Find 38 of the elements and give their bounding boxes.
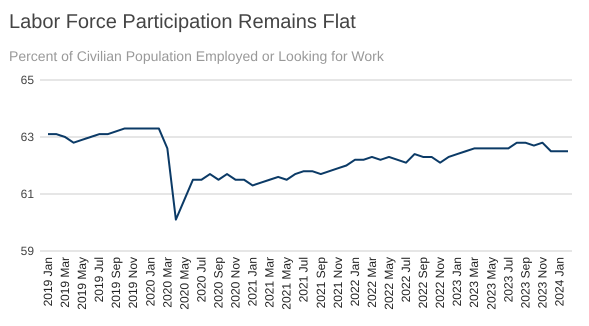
x-tick-label: 2019 Nov (126, 257, 140, 308)
x-tick-label: 2021 Jan (246, 257, 260, 306)
chart-title: Labor Force Participation Remains Flat (9, 11, 356, 33)
x-tick-label: 2020 Jul (194, 257, 208, 302)
x-tick-label: 2019 May (75, 257, 90, 310)
x-tick-label: 2020 Jan (143, 257, 158, 306)
x-tick-label: 2023 Sep (518, 256, 532, 308)
y-tick-label: 61 (20, 187, 34, 202)
x-tick-label: 2022 Jul (399, 257, 414, 302)
y-tick-label: 59 (20, 244, 34, 258)
x-tick-label: 2019 Jul (92, 257, 106, 302)
x-tick-label: 2020 Nov (228, 257, 243, 308)
x-tick-label: 2023 Jul (501, 257, 516, 302)
x-tick-label: 2021 May (280, 257, 294, 310)
x-tick-label: 2023 Mar (467, 257, 482, 308)
x-tick-label: 2019 Jan (41, 257, 55, 306)
x-tick-label: 2019 Sep (109, 256, 124, 308)
x-tick-label: 2022 Mar (364, 257, 379, 308)
x-tick-label: 2021 Nov (330, 257, 345, 308)
x-tick-label: 2022 May (382, 257, 396, 310)
y-tick-label: 63 (20, 130, 34, 144)
x-tick-label: 2023 Nov (535, 257, 550, 308)
x-tick-label: 2022 Jan (348, 257, 362, 306)
x-tick-label: 2020 Mar (160, 257, 174, 308)
x-tick-label: 2023 Jan (450, 257, 464, 306)
y-tick-label: 65 (20, 73, 34, 88)
x-tick-label: 2023 May (484, 257, 498, 310)
x-tick-label: 2019 Mar (58, 257, 72, 308)
line-series (47, 127, 569, 221)
x-tick-label: 2021 Jul (296, 257, 311, 302)
x-tick-label: 2021 Sep (314, 256, 328, 308)
x-tick-label: 2020 May (177, 257, 192, 310)
chart-subtitle: Percent of Civilian Population Employed or Looking for Work (9, 48, 385, 64)
x-tick-label: 2021 Mar (262, 257, 277, 308)
x-tick-label: 2024 Jan (552, 257, 566, 306)
x-tick-label: 2022 Sep (416, 256, 430, 308)
x-tick-label: 2020 Sep (211, 256, 226, 308)
x-tick-label: 2022 Nov (433, 257, 448, 308)
